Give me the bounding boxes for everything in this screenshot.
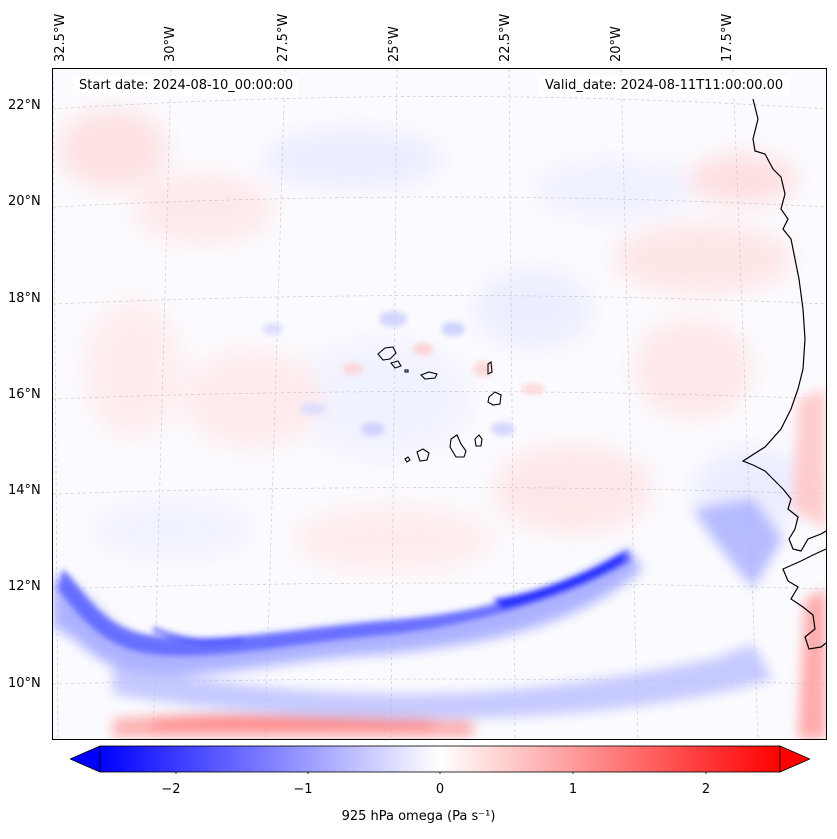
colorbar-extend-max	[779, 745, 810, 773]
colorbar-tick-0: 0	[435, 782, 445, 797]
omega-field-map	[53, 69, 826, 739]
island-santa-luzia	[404, 369, 409, 373]
lon-label-32-5w: 32.5°W	[53, 13, 68, 62]
colorbar-tick-marks	[175, 772, 707, 774]
field-island-noise	[263, 311, 545, 436]
island-sao-vicente	[390, 360, 402, 369]
field-coastal-red	[793, 389, 826, 739]
field-blue-band	[53, 499, 783, 719]
colorbar-tick-neg1: −1	[293, 782, 313, 797]
colorbar-label: 925 hPa omega (Pa s⁻¹)	[341, 809, 496, 824]
lat-label-12n: 12°N	[8, 579, 41, 594]
colorbar-tick-2: 2	[701, 782, 711, 797]
field-blue-band-core	[58, 549, 631, 656]
colorbar-tick-neg2: −2	[161, 782, 181, 797]
island-maio	[474, 434, 483, 447]
start-date-label: Start date: 2024-08-10_00:00:00	[73, 76, 300, 96]
island-sal	[487, 361, 493, 375]
coast-gambia-south	[782, 548, 826, 650]
colorbar-extend-min	[70, 745, 101, 773]
island-brava	[404, 456, 411, 463]
lat-label-10n: 10°N	[8, 676, 41, 691]
lon-label-17-5w: 17.5°W	[720, 13, 735, 62]
island-santo-antao	[377, 346, 397, 361]
colorbar-tick-1: 1	[568, 782, 578, 797]
lon-label-25w: 25°W	[387, 26, 402, 62]
map-panel[interactable]	[52, 68, 827, 740]
colorbar-body	[99, 745, 781, 773]
africa-coastline	[741, 98, 826, 552]
lat-label-18n: 18°N	[8, 291, 41, 306]
lon-label-27-5w: 27.5°W	[276, 13, 291, 62]
cape-verde-islands	[377, 346, 502, 463]
lon-label-22-5w: 22.5°W	[498, 13, 513, 62]
coastline	[741, 98, 826, 650]
island-boa-vista	[487, 391, 502, 406]
lat-label-16n: 16°N	[8, 387, 41, 402]
colorbar	[70, 745, 810, 774]
lat-label-14n: 14°N	[8, 483, 41, 498]
lat-label-22n: 22°N	[8, 98, 41, 113]
valid-date-label: Valid_date: 2024-08-11T11:00:00.00	[539, 76, 790, 96]
lon-label-20w: 20°W	[609, 26, 624, 62]
island-fogo	[416, 448, 430, 462]
island-santiago	[449, 434, 467, 458]
lat-label-20n: 20°N	[8, 194, 41, 209]
island-sao-nicolau	[420, 371, 438, 380]
lon-label-30w: 30°W	[163, 26, 178, 62]
